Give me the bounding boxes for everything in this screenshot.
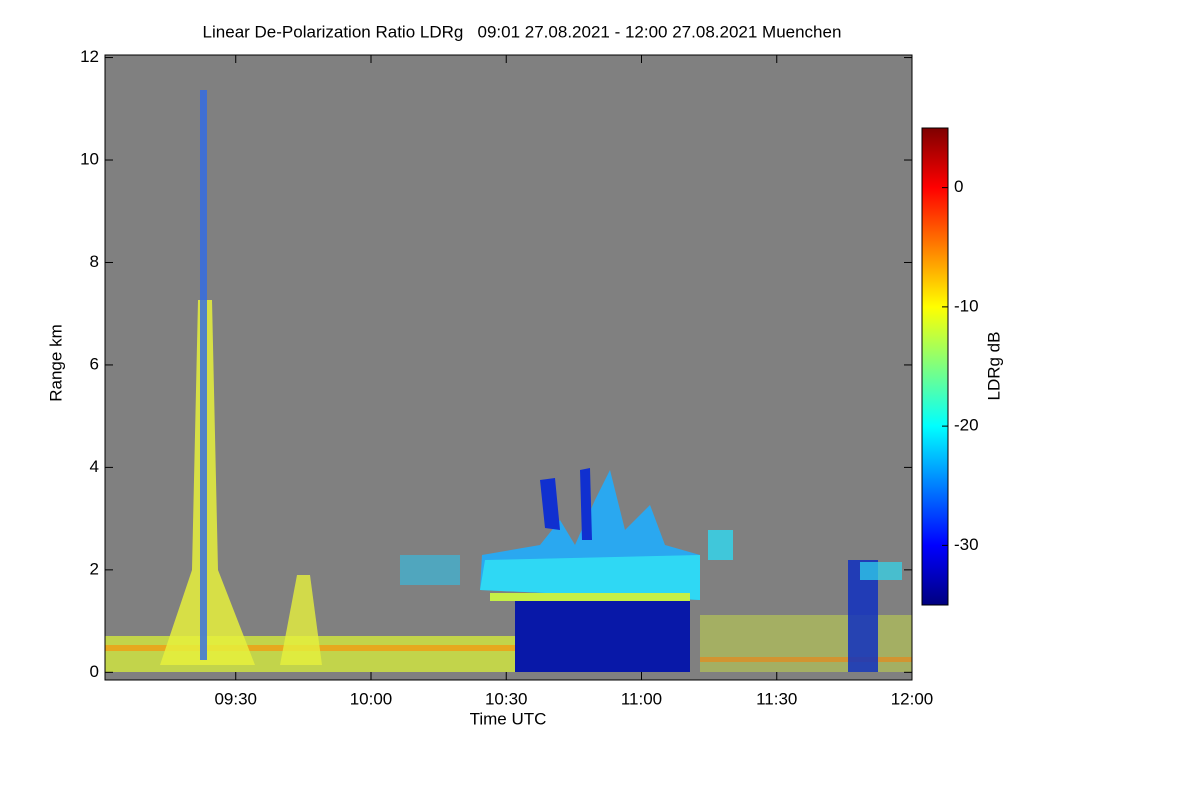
y-tick-label: 10 bbox=[80, 150, 99, 169]
echo-region bbox=[708, 530, 733, 560]
colorbar-tick-label: 0 bbox=[954, 177, 963, 196]
x-tick-label: 12:00 bbox=[891, 689, 934, 708]
colorbar-tick-label: -30 bbox=[954, 535, 979, 554]
y-tick-label: 6 bbox=[90, 354, 99, 373]
colorbar-label: LDRg dB bbox=[984, 332, 1003, 401]
echo-region bbox=[515, 600, 690, 672]
y-axis-label: Range km bbox=[46, 324, 65, 401]
y-tick-label: 2 bbox=[90, 559, 99, 578]
x-tick-label: 11:30 bbox=[756, 689, 797, 708]
y-tick-label: 12 bbox=[80, 47, 99, 66]
echo-field bbox=[105, 90, 912, 672]
echo-region bbox=[480, 555, 700, 600]
x-tick-label: 09:30 bbox=[214, 689, 257, 708]
echo-region bbox=[280, 575, 322, 665]
x-axis-label: Time UTC bbox=[470, 709, 547, 728]
x-tick-label: 11:00 bbox=[621, 689, 662, 708]
echo-region bbox=[860, 562, 902, 580]
echo-region bbox=[200, 90, 207, 660]
echo-region bbox=[160, 300, 255, 665]
y-tick-label: 4 bbox=[90, 457, 99, 476]
colorbar-tick-label: -10 bbox=[954, 296, 979, 315]
x-tick-label: 10:00 bbox=[350, 689, 393, 708]
chart-title: Linear De-Polarization Ratio LDRg 09:01 … bbox=[203, 22, 842, 41]
y-tick-label: 8 bbox=[90, 252, 99, 271]
colorbar bbox=[921, 127, 949, 606]
y-tick-label: 0 bbox=[90, 662, 99, 681]
echo-region bbox=[700, 657, 912, 662]
colorbar-tick-label: -20 bbox=[954, 416, 979, 435]
echo-region bbox=[700, 615, 912, 672]
x-tick-label: 10:30 bbox=[485, 689, 528, 708]
echo-region bbox=[540, 468, 592, 540]
echo-region bbox=[490, 593, 690, 601]
plot-frame bbox=[104, 54, 913, 681]
echo-region bbox=[400, 555, 460, 585]
